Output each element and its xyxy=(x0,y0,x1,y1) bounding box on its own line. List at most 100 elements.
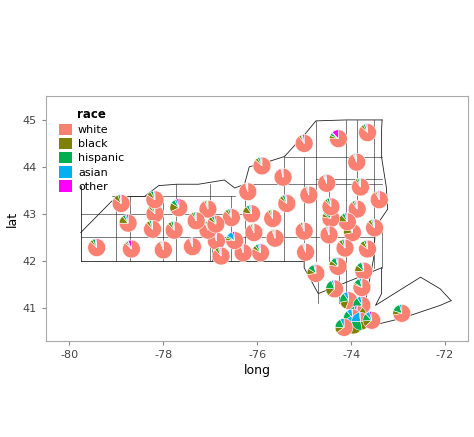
Wedge shape xyxy=(206,221,208,230)
Wedge shape xyxy=(352,309,353,318)
Wedge shape xyxy=(366,124,367,132)
Wedge shape xyxy=(247,183,248,192)
Wedge shape xyxy=(246,183,248,192)
Wedge shape xyxy=(168,222,174,230)
Wedge shape xyxy=(245,224,263,242)
Wedge shape xyxy=(220,247,221,256)
Wedge shape xyxy=(326,281,335,289)
Wedge shape xyxy=(253,224,254,232)
Wedge shape xyxy=(249,205,252,214)
Wedge shape xyxy=(342,239,345,248)
Wedge shape xyxy=(153,205,155,214)
Wedge shape xyxy=(368,220,374,228)
Wedge shape xyxy=(356,306,357,315)
Wedge shape xyxy=(322,210,340,227)
Wedge shape xyxy=(120,194,121,204)
Wedge shape xyxy=(274,168,292,186)
Wedge shape xyxy=(270,210,273,218)
Wedge shape xyxy=(359,124,376,142)
Wedge shape xyxy=(205,222,208,230)
Wedge shape xyxy=(212,247,230,265)
Wedge shape xyxy=(363,320,372,326)
Wedge shape xyxy=(337,319,353,336)
Wedge shape xyxy=(230,208,231,218)
Wedge shape xyxy=(363,124,367,132)
Wedge shape xyxy=(329,261,338,267)
Wedge shape xyxy=(352,316,354,325)
Wedge shape xyxy=(151,220,153,229)
Wedge shape xyxy=(234,244,252,262)
Wedge shape xyxy=(357,178,361,187)
Wedge shape xyxy=(308,186,309,195)
Wedge shape xyxy=(161,241,164,250)
Wedge shape xyxy=(346,325,361,334)
Wedge shape xyxy=(363,314,372,321)
Wedge shape xyxy=(230,209,231,218)
Wedge shape xyxy=(354,153,357,162)
Wedge shape xyxy=(329,135,338,139)
Wedge shape xyxy=(165,221,183,239)
Wedge shape xyxy=(183,238,201,256)
Wedge shape xyxy=(346,213,347,222)
Wedge shape xyxy=(173,221,174,230)
Wedge shape xyxy=(359,240,376,258)
Wedge shape xyxy=(171,222,174,230)
X-axis label: long: long xyxy=(244,364,271,377)
Wedge shape xyxy=(354,305,362,314)
Wedge shape xyxy=(301,222,304,231)
Wedge shape xyxy=(305,243,306,252)
Wedge shape xyxy=(284,194,287,204)
Wedge shape xyxy=(393,311,402,315)
Wedge shape xyxy=(342,213,347,222)
Wedge shape xyxy=(361,278,362,288)
Wedge shape xyxy=(361,296,362,305)
Wedge shape xyxy=(307,269,316,274)
Wedge shape xyxy=(272,229,275,238)
Wedge shape xyxy=(334,280,335,289)
Wedge shape xyxy=(227,232,235,240)
Wedge shape xyxy=(352,201,357,209)
Wedge shape xyxy=(154,191,155,200)
Wedge shape xyxy=(118,194,121,204)
Wedge shape xyxy=(191,238,192,246)
Wedge shape xyxy=(112,194,130,212)
Wedge shape xyxy=(177,199,179,208)
Wedge shape xyxy=(228,209,231,218)
Wedge shape xyxy=(307,264,325,282)
Wedge shape xyxy=(339,240,345,248)
Wedge shape xyxy=(329,257,347,275)
Wedge shape xyxy=(331,132,338,139)
Wedge shape xyxy=(274,229,275,238)
Wedge shape xyxy=(322,198,340,216)
Wedge shape xyxy=(193,212,196,221)
Wedge shape xyxy=(364,240,367,249)
Wedge shape xyxy=(222,208,240,226)
Wedge shape xyxy=(199,200,217,218)
Wedge shape xyxy=(146,205,164,223)
Wedge shape xyxy=(322,214,331,218)
Wedge shape xyxy=(245,183,248,192)
Wedge shape xyxy=(253,246,261,253)
Wedge shape xyxy=(155,241,172,259)
Wedge shape xyxy=(344,311,353,324)
Wedge shape xyxy=(125,242,131,249)
Wedge shape xyxy=(280,196,287,204)
Wedge shape xyxy=(344,224,362,242)
Wedge shape xyxy=(329,198,331,207)
Wedge shape xyxy=(357,308,366,322)
Wedge shape xyxy=(354,316,362,330)
Wedge shape xyxy=(252,224,254,232)
Wedge shape xyxy=(340,319,344,327)
Wedge shape xyxy=(255,244,261,253)
Wedge shape xyxy=(259,244,261,253)
Wedge shape xyxy=(146,221,153,229)
Wedge shape xyxy=(363,262,364,271)
Wedge shape xyxy=(219,247,221,256)
Wedge shape xyxy=(355,179,361,187)
Wedge shape xyxy=(152,220,153,229)
Wedge shape xyxy=(148,206,155,214)
Wedge shape xyxy=(160,241,164,250)
Wedge shape xyxy=(359,178,361,187)
Wedge shape xyxy=(356,200,357,209)
Wedge shape xyxy=(328,280,344,298)
